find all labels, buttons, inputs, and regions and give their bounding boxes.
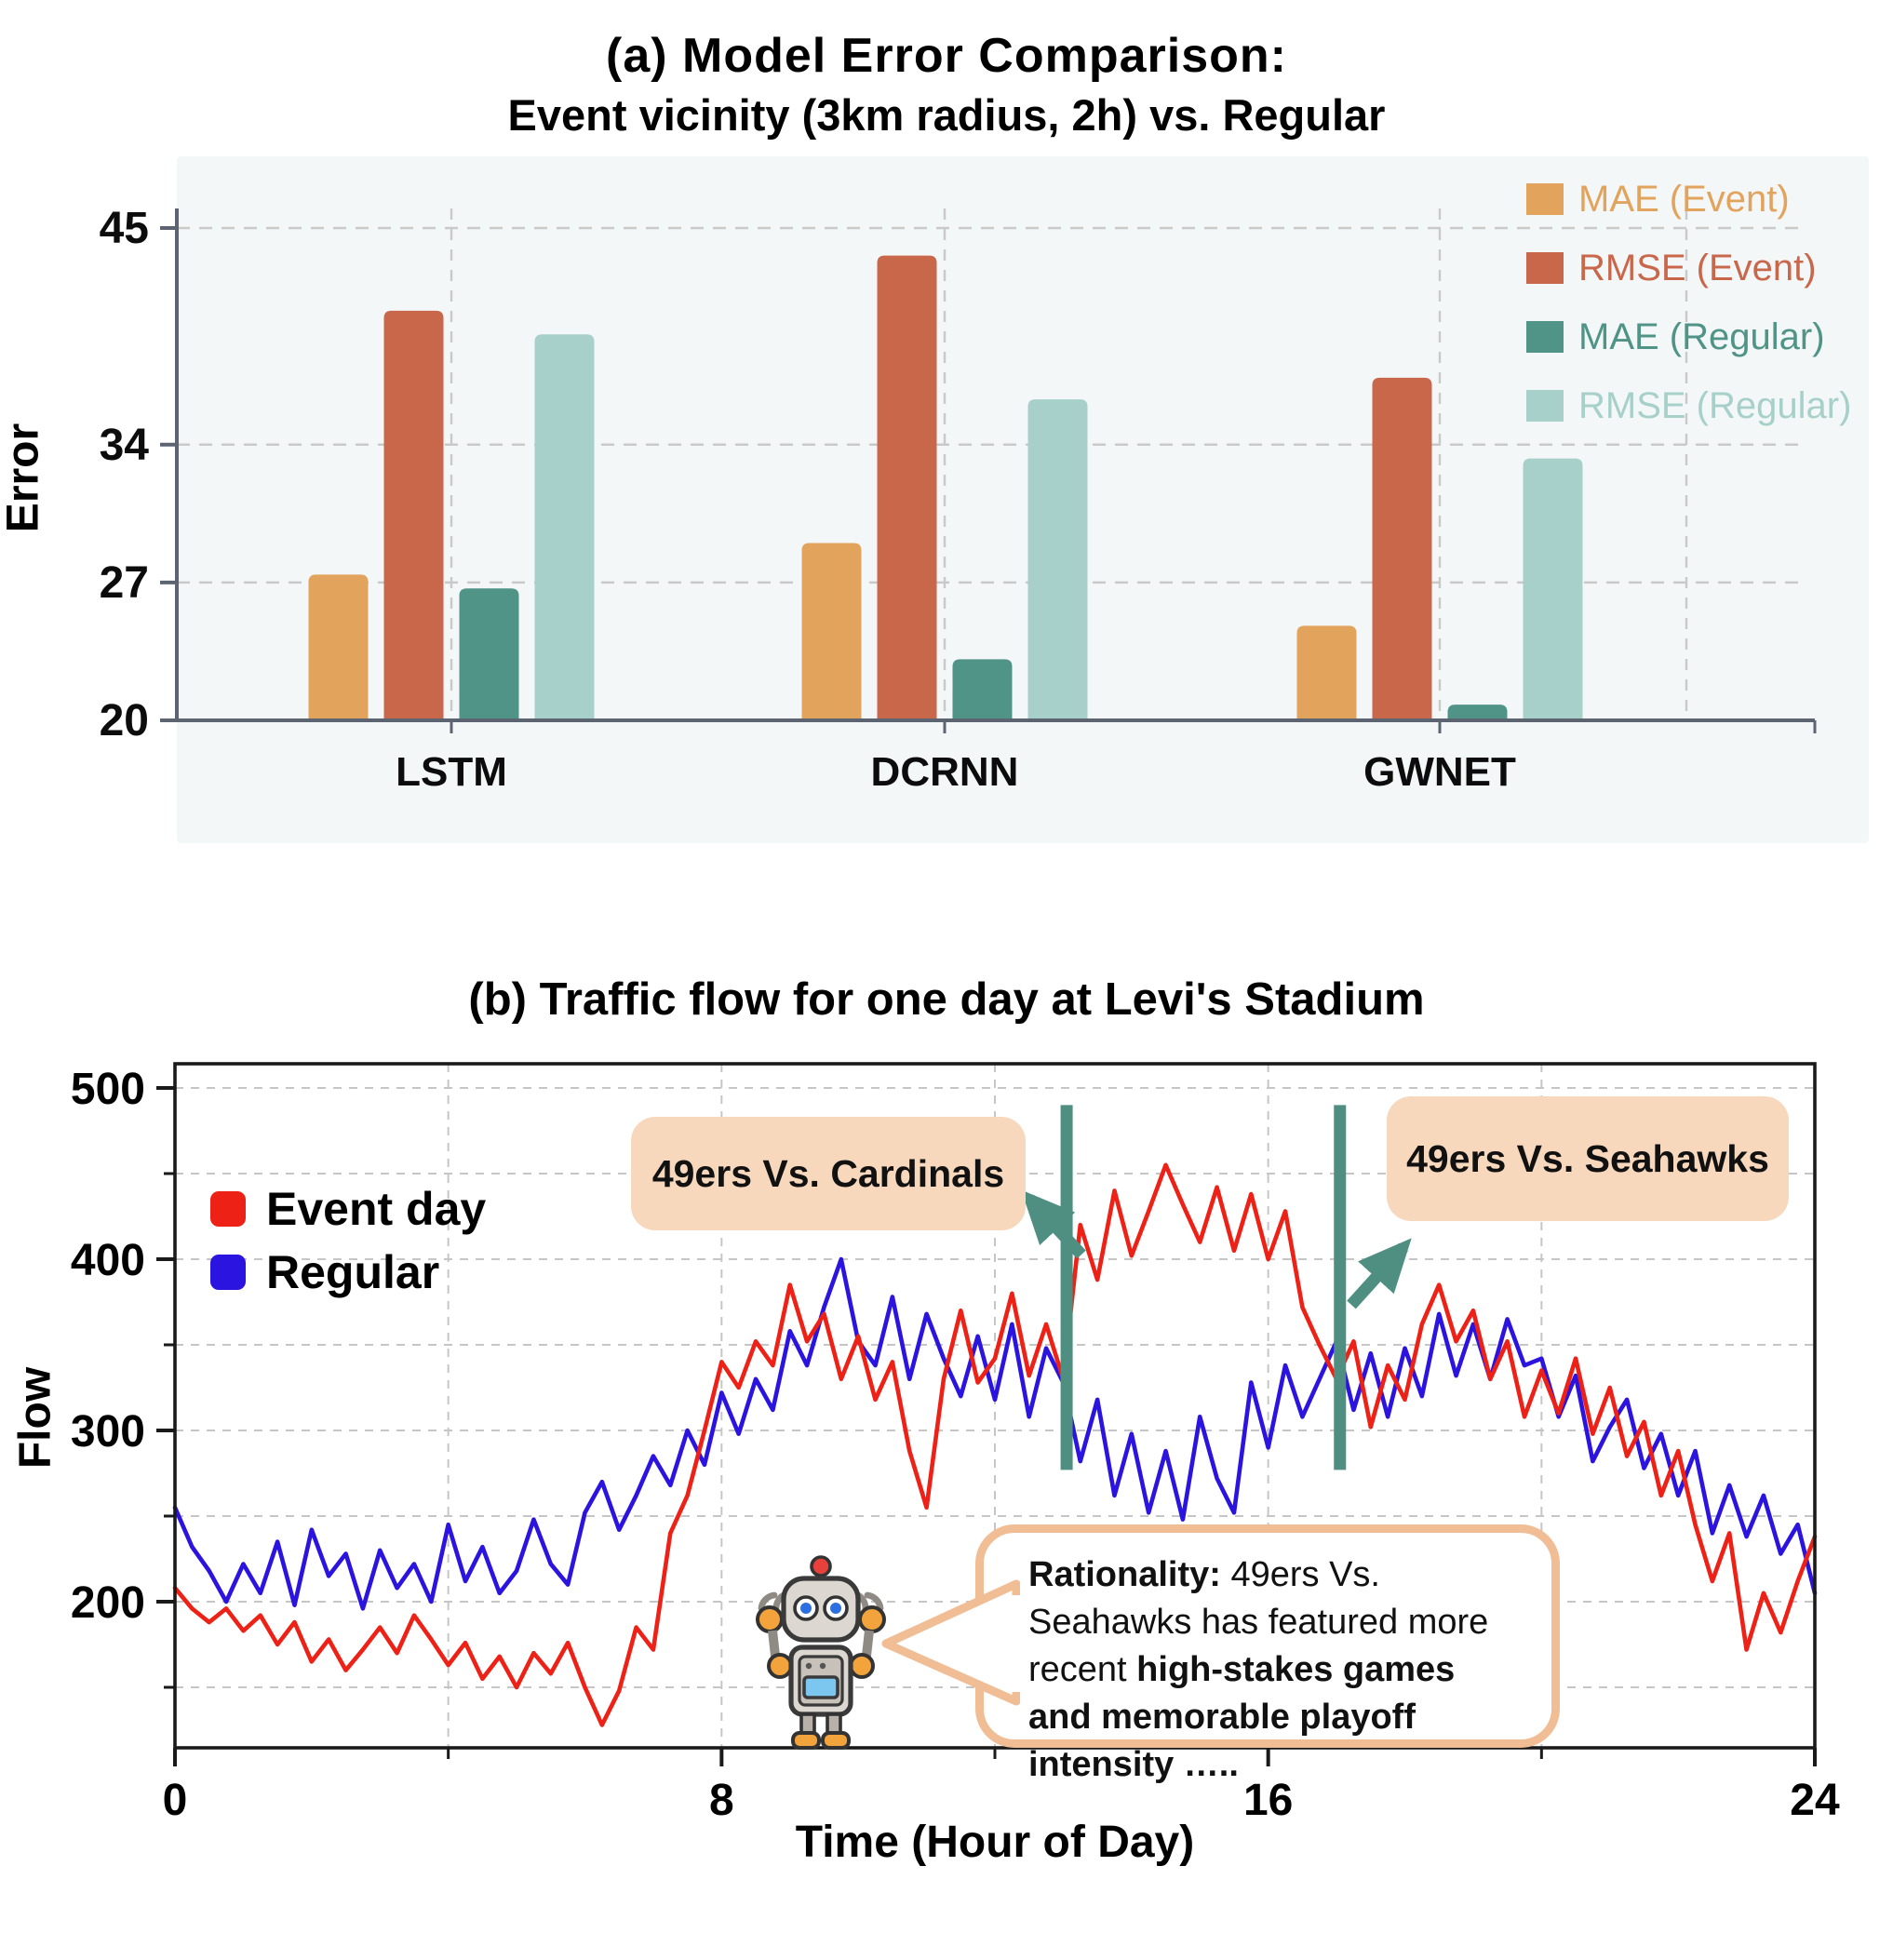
bar-mae-event--lstm [308,574,369,720]
line-chart-legend: Event day Regular [210,1183,487,1298]
annotation-seahawks: 49ers Vs. Seahawks [1387,1096,1789,1221]
legend-swatch-rmse-regular [1526,390,1564,422]
bar-rmse-regular--lstm [534,334,595,720]
legend-label: RMSE (Regular) [1578,384,1852,426]
bar-rmse-event--gwnet [1372,377,1432,720]
svg-text:24: 24 [1790,1776,1840,1825]
bubble-bold-lead: Rationality: [1028,1555,1221,1594]
legend-label: Event day [266,1183,487,1235]
bar-rmse-event--lstm [383,310,444,720]
svg-text:16: 16 [1243,1776,1293,1825]
svg-text:LSTM: LSTM [396,749,507,795]
chart-a-title-line1: (a) Model Error Comparison: [606,29,1287,83]
bar-mae-regular--gwnet [1447,705,1508,720]
svg-text:34: 34 [100,421,150,470]
x-axis-label-time: Time (Hour of Day) [795,1818,1195,1867]
legend-item-rmse-regular: RMSE (Regular) [1526,384,1852,426]
legend-label: MAE (Regular) [1578,315,1825,357]
svg-text:20: 20 [100,696,149,745]
arrow-to-cardinals-box [1021,1189,1086,1259]
bubble-text: 49ers Vs. Seahawks has featured more rec… [1028,1555,1489,1689]
legend-swatch-mae-regular [1526,321,1564,353]
legend-swatch-event-day [210,1191,246,1227]
legend-item-mae-event: MAE (Event) [1526,178,1851,220]
bar-rmse-regular--dcrnn [1027,399,1088,720]
legend-label: RMSE (Event) [1578,247,1817,289]
svg-text:8: 8 [709,1776,734,1825]
series-event-day [172,1162,1818,1727]
bar-chart-legend: MAE (Event) RMSE (Event) MAE (Regular) R… [1526,178,1852,426]
svg-text:45: 45 [100,204,149,253]
svg-text:200: 200 [71,1578,145,1628]
legend-label: Regular [266,1246,440,1298]
annotation-cardinals: 49ers Vs. Cardinals [631,1117,1026,1230]
bar-rmse-regular--gwnet [1523,458,1583,720]
bubble-bold-emphasis: high-stakes games and memorable playoff … [1028,1649,1456,1784]
bar-mae-event--dcrnn [801,543,862,720]
bar-mae-regular--lstm [459,588,519,720]
legend-swatch-rmse-event [1526,252,1564,284]
bar-chart: 45 34 27 20 LSTM DCRNN GWNET [100,204,1817,795]
bar-mae-event--gwnet [1296,625,1357,720]
bar-chart-panel [177,156,1869,843]
svg-text:0: 0 [163,1776,188,1825]
annotation-cardinals-label: 49ers Vs. Cardinals [651,1151,1005,1195]
bars-group [308,255,1583,720]
rationality-speech-bubble: Rationality: 49ers Vs. Seahawks has feat… [975,1524,1560,1784]
legend-item-rmse-event: RMSE (Event) [1526,247,1851,289]
series-regular [172,1256,1818,1611]
chart-b-title: (b) Traffic flow for one day at Levi's S… [468,974,1425,1025]
annotation-seahawks-label: 49ers Vs. Seahawks [1406,1136,1769,1180]
legend-item-regular: Regular [210,1246,486,1298]
svg-text:500: 500 [71,1065,145,1114]
svg-text:400: 400 [71,1236,145,1285]
svg-text:27: 27 [100,558,149,608]
legend-item-event-day: Event day [210,1183,487,1235]
speech-bubble-tail [881,1579,1020,1706]
chart-a-title-line2: Event vicinity (3km radius, 2h) vs. Regu… [507,90,1386,140]
bar-rmse-event--dcrnn [877,255,937,720]
svg-text:DCRNN: DCRNN [871,749,1019,795]
svg-text:300: 300 [71,1407,145,1457]
legend-item-mae-regular: MAE (Regular) [1526,315,1851,357]
svg-text:GWNET: GWNET [1363,749,1516,795]
legend-swatch-regular [210,1255,246,1290]
arrow-to-seahawks-box [1347,1238,1412,1309]
bar-mae-regular--dcrnn [952,659,1013,720]
legend-swatch-mae-event [1526,183,1564,215]
robot-icon [756,1555,886,1750]
legend-label: MAE (Event) [1578,178,1790,220]
